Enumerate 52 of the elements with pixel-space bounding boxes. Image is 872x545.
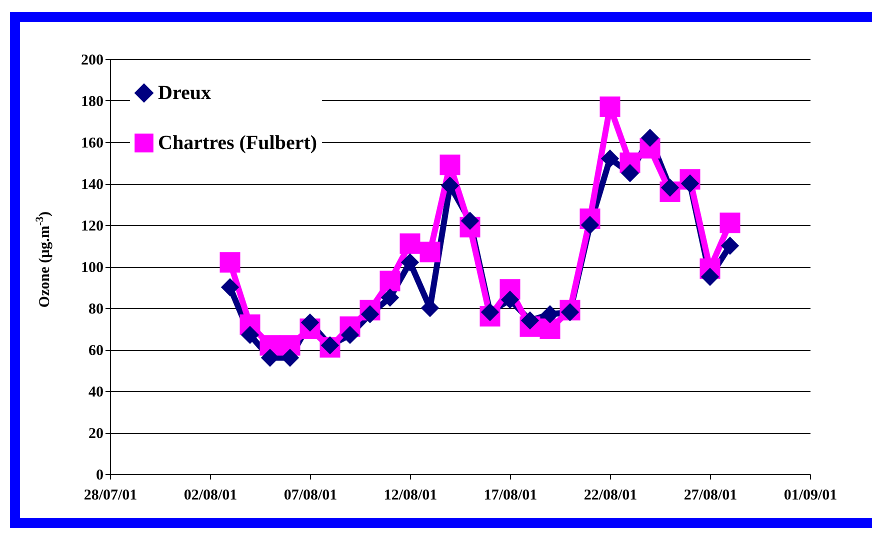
- y-tick-label: 140: [81, 177, 104, 193]
- point: [400, 233, 420, 254]
- point: [380, 270, 400, 292]
- point: [300, 313, 320, 332]
- y-tick-label: 200: [81, 52, 104, 68]
- point: [260, 348, 280, 367]
- y-tick-label: 100: [81, 260, 104, 276]
- point: [720, 236, 740, 255]
- point: [520, 311, 540, 330]
- point: [420, 242, 440, 262]
- point: [500, 290, 520, 309]
- legend-label: Dreux: [158, 82, 211, 104]
- point: [660, 178, 680, 197]
- x-tick-label: 28/07/01: [84, 488, 138, 504]
- y-tick-label: 40: [88, 384, 104, 400]
- point: [220, 252, 240, 273]
- point: [360, 305, 380, 324]
- point: [460, 212, 480, 230]
- point: [240, 326, 260, 344]
- x-tick-label: 12/08/01: [384, 488, 438, 504]
- point: [600, 150, 620, 168]
- point: [380, 288, 400, 307]
- point: [480, 303, 500, 322]
- x-tick-label: 02/08/01: [184, 488, 238, 504]
- x-tick-label: 07/08/01: [284, 488, 338, 504]
- point: [440, 154, 460, 176]
- point: [680, 174, 700, 193]
- y-tick-label: 0: [96, 468, 104, 484]
- y-tick-label: 180: [81, 94, 104, 110]
- x-tick-label: 22/08/01: [584, 488, 638, 504]
- point: [700, 268, 720, 286]
- point: [280, 348, 300, 367]
- point: [320, 336, 340, 354]
- point: [540, 318, 560, 339]
- legend-label: Chartres (Fulbert): [158, 132, 318, 154]
- point: [220, 278, 240, 296]
- point: [560, 303, 580, 322]
- x-tick-label: 27/08/01: [684, 488, 738, 504]
- y-tick-label: 60: [88, 343, 104, 359]
- point: [720, 212, 740, 234]
- y-tick-label: 80: [88, 302, 104, 318]
- y-tick-label: 120: [81, 218, 104, 234]
- point: [580, 216, 600, 234]
- point: [400, 253, 420, 272]
- x-tick-label: 01/09/01: [784, 488, 838, 504]
- y-tick-label: 20: [88, 426, 104, 442]
- x-tick-label: 17/08/01: [484, 488, 538, 504]
- point: [340, 326, 360, 344]
- point: [620, 164, 640, 182]
- point: [600, 96, 620, 117]
- point: [640, 128, 660, 147]
- y-tick-label: 160: [81, 136, 104, 152]
